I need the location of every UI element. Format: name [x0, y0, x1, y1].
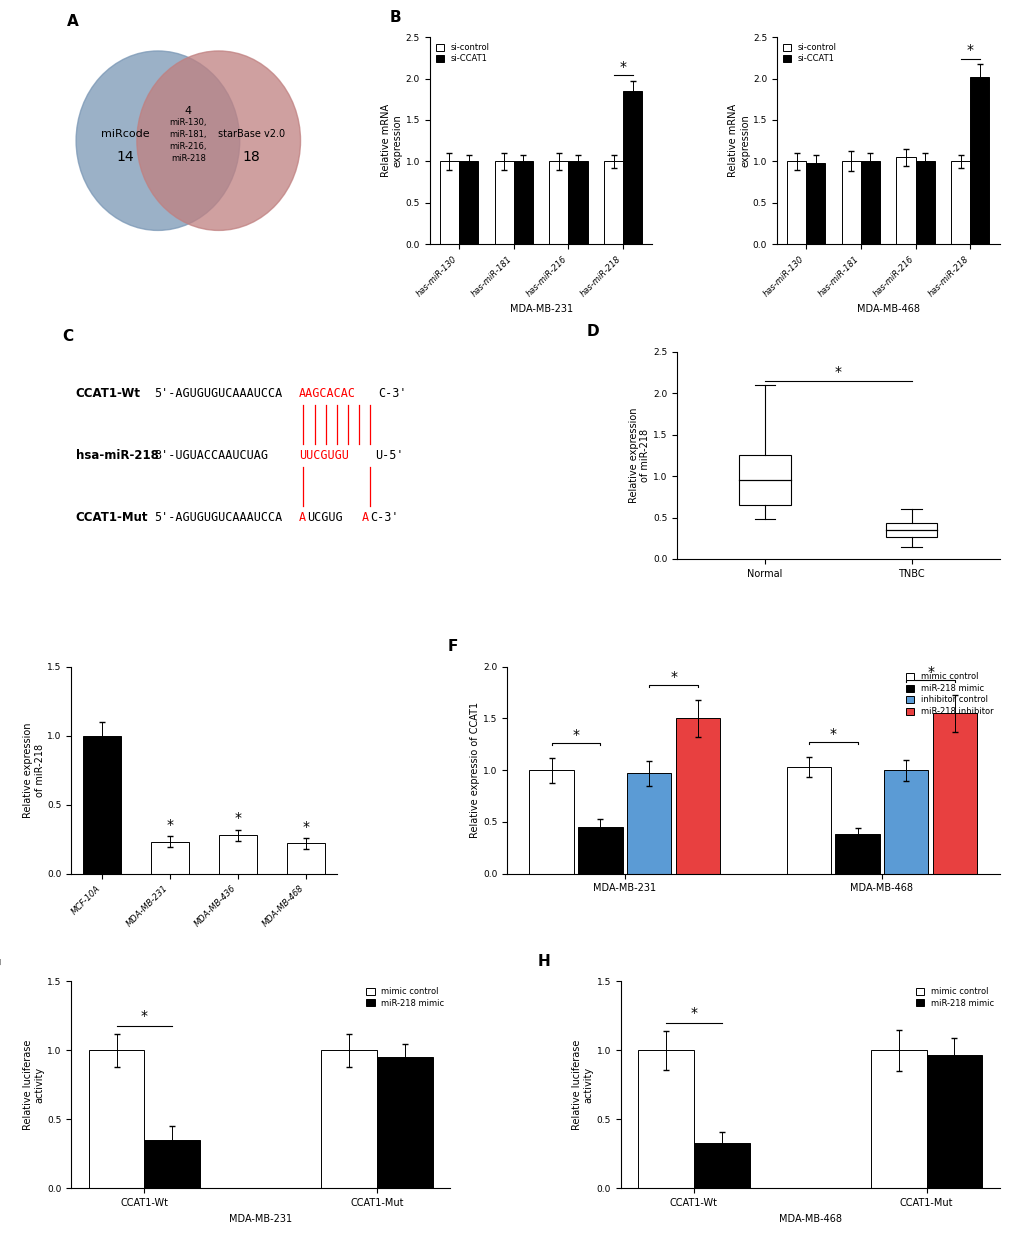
Text: U-5': U-5': [374, 449, 403, 462]
Text: 14: 14: [116, 150, 133, 163]
Legend: mimic control, miR-218 mimic, inhibitor control, miR-218 inhibitor: mimic control, miR-218 mimic, inhibitor …: [904, 671, 995, 718]
Text: B: B: [389, 10, 400, 25]
Text: *: *: [141, 1009, 148, 1023]
Text: 5'-AGUGUGUCAAAUCCA: 5'-AGUGUGUCAAAUCCA: [154, 511, 282, 524]
Y-axis label: Relative luciferase
activity: Relative luciferase activity: [572, 1040, 593, 1130]
Text: CCAT1-Wt: CCAT1-Wt: [75, 386, 141, 400]
Bar: [915, 161, 933, 244]
Text: C-3': C-3': [378, 386, 407, 400]
Bar: [886, 524, 936, 536]
Text: miRcode: miRcode: [101, 129, 150, 139]
Bar: [951, 161, 969, 244]
Ellipse shape: [137, 51, 301, 230]
Legend: si-control, si-CCAT1: si-control, si-CCAT1: [433, 41, 491, 66]
Bar: [219, 836, 257, 874]
Bar: [287, 843, 324, 874]
Text: C: C: [62, 328, 73, 344]
Text: *: *: [234, 811, 242, 826]
Text: H: H: [537, 954, 549, 969]
Text: CCAT1-Mut: CCAT1-Mut: [75, 511, 148, 524]
X-axis label: MDA-MB-468: MDA-MB-468: [777, 1213, 841, 1223]
Bar: [841, 161, 860, 244]
Bar: [932, 713, 976, 874]
Text: *: *: [690, 1006, 697, 1020]
Bar: [514, 161, 532, 244]
X-axis label: MDA-MB-468: MDA-MB-468: [856, 303, 919, 313]
Text: A: A: [299, 511, 306, 524]
Text: 3'-UGUACCAAUCUAG: 3'-UGUACCAAUCUAG: [154, 449, 268, 462]
Bar: [925, 1055, 981, 1188]
Bar: [835, 834, 878, 874]
Bar: [603, 161, 623, 244]
Bar: [459, 161, 478, 244]
Text: AAGCACAC: AAGCACAC: [299, 386, 356, 400]
Bar: [870, 1050, 925, 1188]
Bar: [84, 735, 120, 874]
Bar: [693, 1143, 749, 1188]
Text: 18: 18: [243, 150, 260, 163]
Y-axis label: Relative expression
of miR-218: Relative expression of miR-218: [628, 407, 650, 503]
Bar: [739, 456, 790, 505]
Bar: [883, 770, 927, 874]
Text: UCGUG: UCGUG: [307, 511, 342, 524]
Bar: [637, 1050, 693, 1188]
Bar: [377, 1057, 433, 1188]
Text: *: *: [669, 670, 677, 685]
Text: A: A: [66, 14, 78, 28]
Text: C-3': C-3': [370, 511, 398, 524]
Text: *: *: [828, 727, 836, 742]
Bar: [151, 842, 189, 874]
Text: *: *: [302, 820, 309, 833]
Text: miR-130,
miR-181,
miR-216,
miR-218: miR-130, miR-181, miR-216, miR-218: [169, 119, 207, 163]
Text: *: *: [572, 728, 579, 743]
Bar: [321, 1050, 377, 1188]
Bar: [786, 768, 830, 874]
X-axis label: MDA-MB-231: MDA-MB-231: [510, 303, 572, 313]
Bar: [494, 161, 514, 244]
Bar: [787, 161, 805, 244]
Text: 4: 4: [184, 105, 192, 116]
Legend: mimic control, miR-218 mimic: mimic control, miR-218 mimic: [913, 985, 995, 1009]
Text: hsa-miR-218: hsa-miR-218: [75, 449, 159, 462]
Bar: [89, 1050, 145, 1188]
Y-axis label: Relative mRNA
expression: Relative mRNA expression: [728, 104, 749, 177]
Y-axis label: Relative luciferase
activity: Relative luciferase activity: [22, 1040, 45, 1130]
Text: *: *: [926, 665, 933, 680]
Text: D: D: [586, 324, 599, 339]
Text: A: A: [362, 511, 369, 524]
Bar: [805, 163, 824, 244]
Bar: [969, 77, 988, 244]
Text: UUCGUGU: UUCGUGU: [299, 449, 348, 462]
Legend: si-control, si-CCAT1: si-control, si-CCAT1: [781, 41, 838, 66]
Ellipse shape: [76, 51, 239, 230]
Text: *: *: [166, 818, 173, 832]
X-axis label: MDA-MB-231: MDA-MB-231: [229, 1213, 292, 1223]
Legend: mimic control, miR-218 mimic: mimic control, miR-218 mimic: [364, 985, 445, 1009]
Bar: [439, 161, 459, 244]
Text: 5'-AGUGUGUCAAAUCCA: 5'-AGUGUGUCAAAUCCA: [154, 386, 282, 400]
Y-axis label: Relative expression
of miR-218: Relative expression of miR-218: [22, 723, 45, 818]
Bar: [860, 161, 879, 244]
Bar: [623, 90, 642, 244]
Text: starBase v2.0: starBase v2.0: [218, 129, 284, 139]
Bar: [578, 827, 622, 874]
Bar: [676, 718, 719, 874]
Bar: [896, 157, 915, 244]
Bar: [145, 1140, 200, 1188]
Text: *: *: [835, 365, 841, 379]
Y-axis label: Relative mRNA
expression: Relative mRNA expression: [381, 104, 403, 177]
Bar: [549, 161, 568, 244]
Bar: [529, 770, 574, 874]
Text: *: *: [619, 59, 626, 73]
Text: *: *: [966, 43, 973, 57]
Bar: [568, 161, 587, 244]
Y-axis label: Relative expressio of CCAT1: Relative expressio of CCAT1: [470, 702, 480, 838]
Bar: [627, 774, 671, 874]
Text: F: F: [447, 639, 458, 654]
